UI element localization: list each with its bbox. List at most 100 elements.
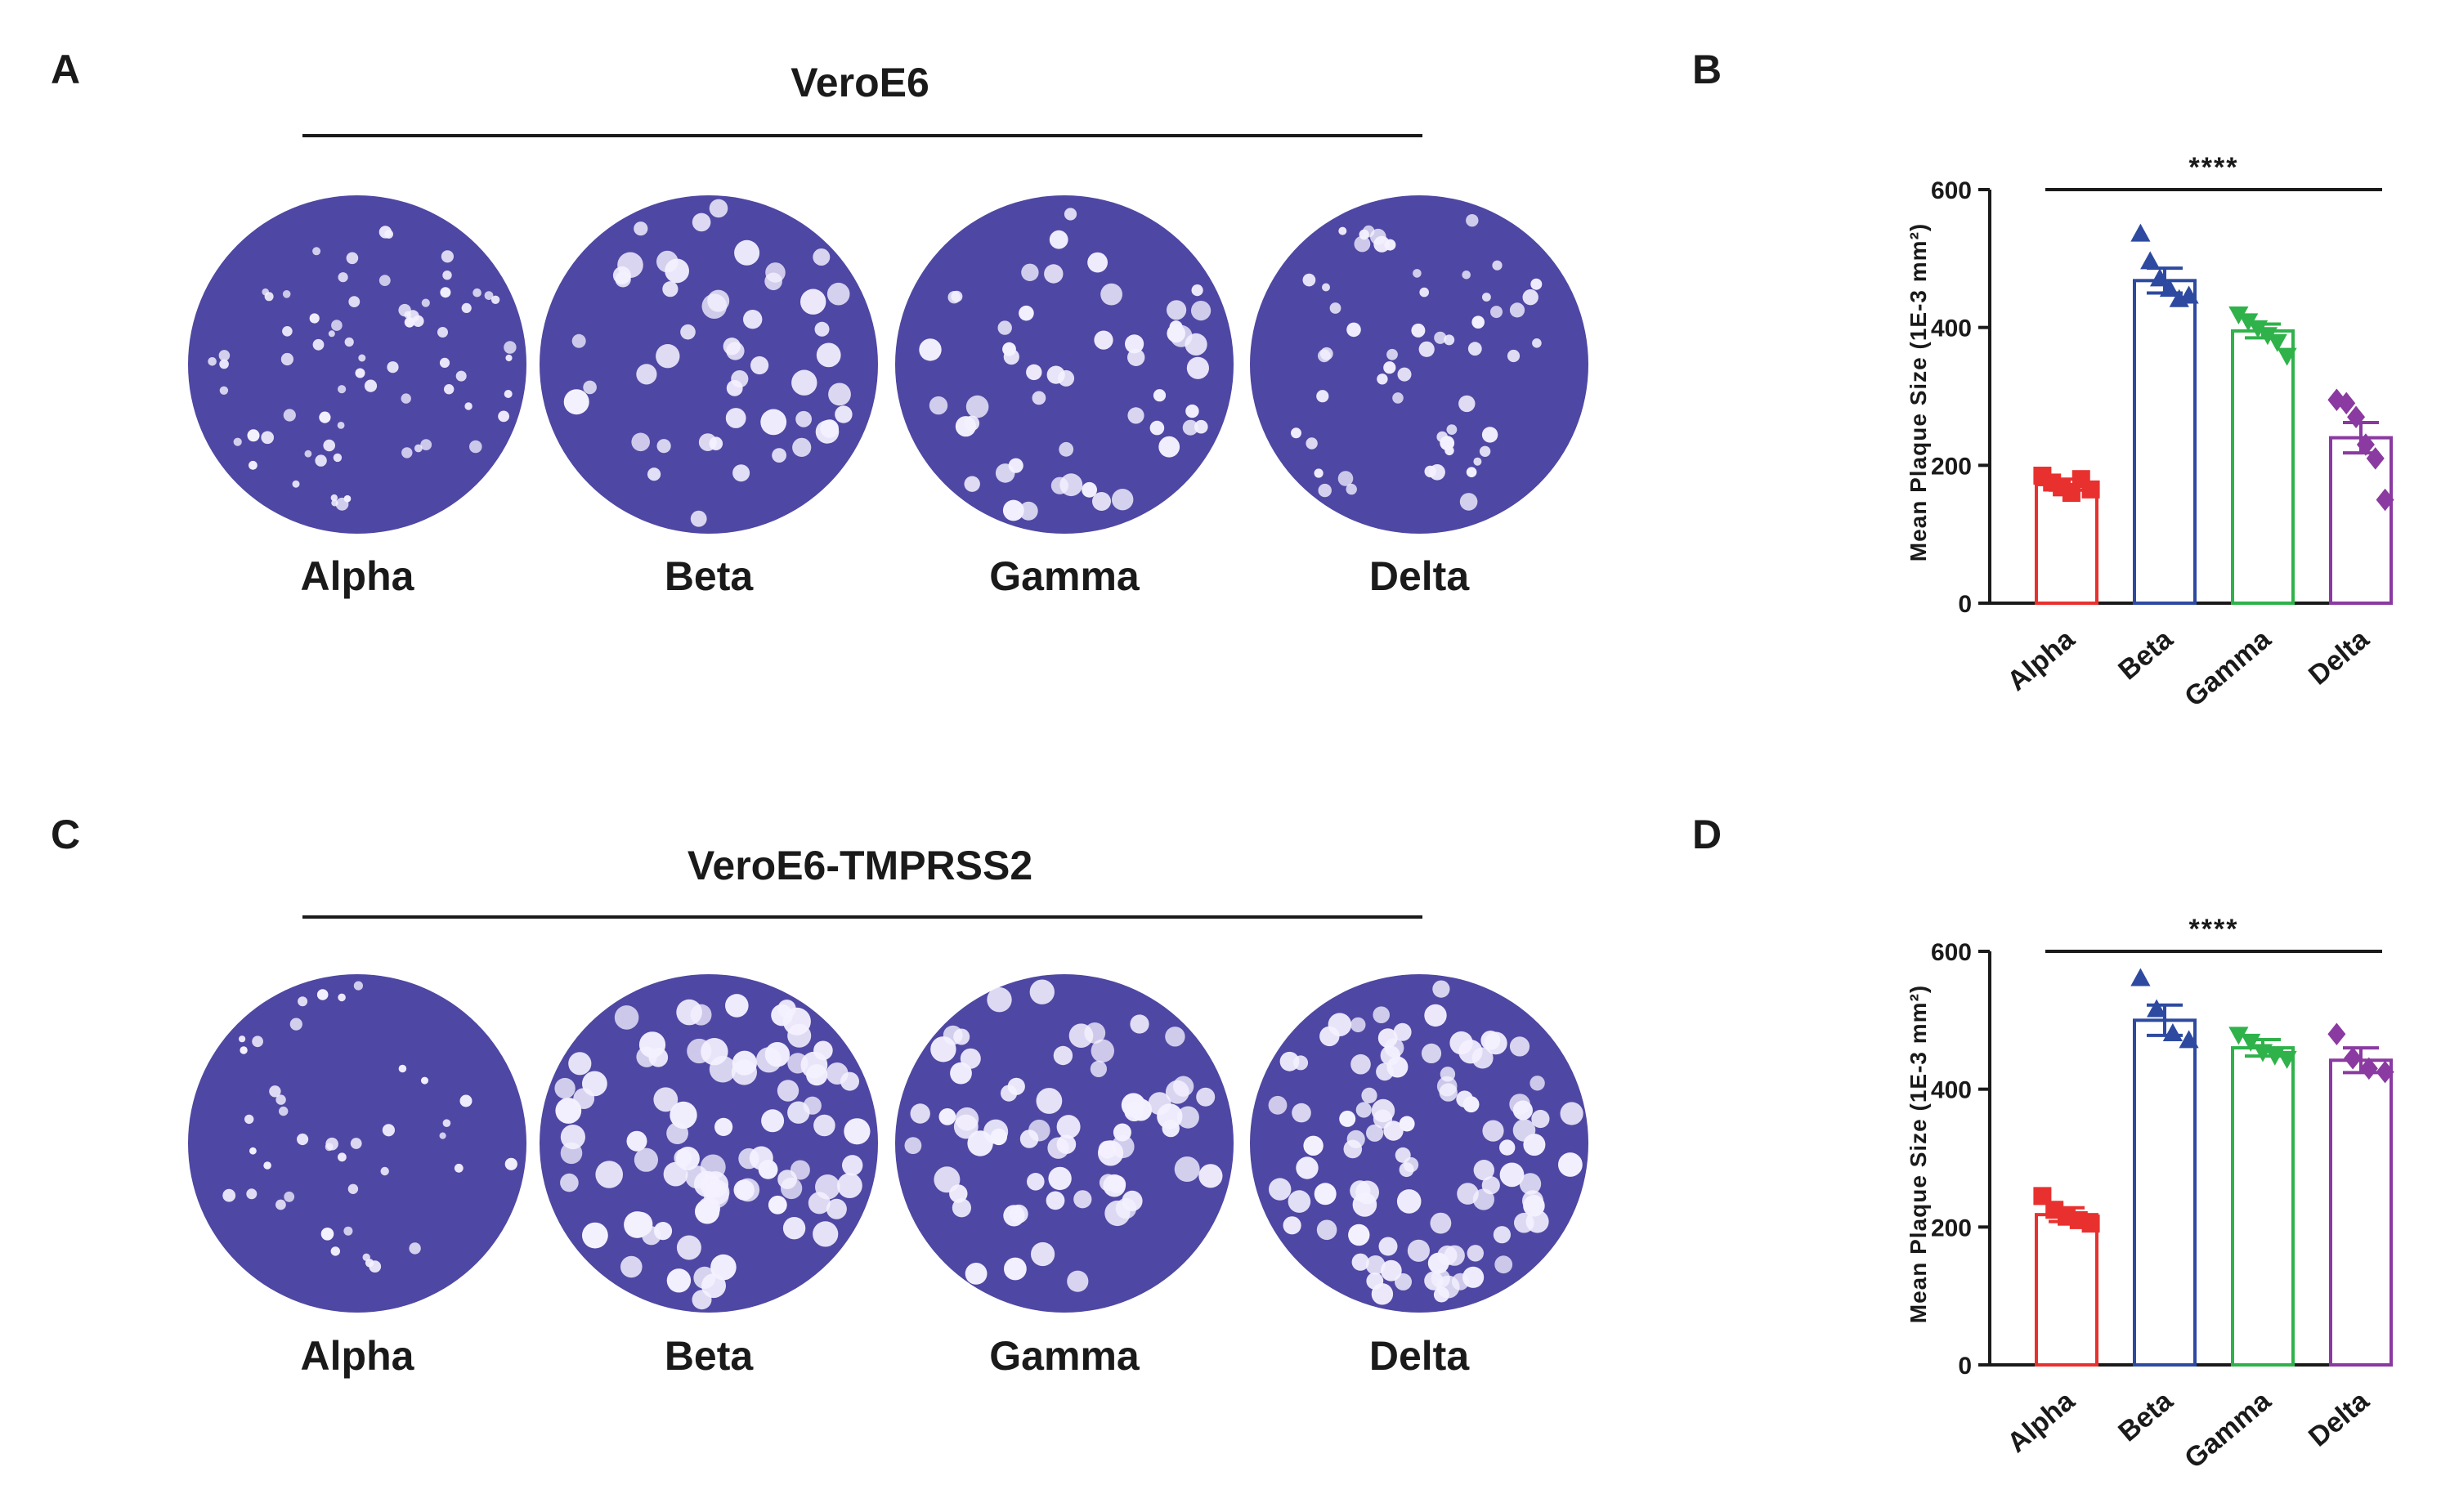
plaque-spot: [347, 1183, 359, 1195]
plaque-spot: [1346, 1130, 1365, 1148]
plaque-spot: [1348, 1223, 1370, 1246]
plaque-spot: [749, 1146, 773, 1170]
panel-c-label-gamma: Gamma: [989, 1333, 1140, 1379]
plaque-spot: [1087, 252, 1108, 273]
plaque-spot: [997, 320, 1012, 335]
x-tick-label-alpha: Alpha: [2001, 623, 2081, 697]
data-point-beta: [2130, 223, 2151, 242]
data-point-beta: [2179, 1030, 2199, 1049]
plaque-spot: [316, 989, 329, 1000]
plaque-spot: [282, 326, 293, 337]
plaque-spot: [733, 1179, 755, 1201]
plaque-spot: [380, 1166, 389, 1176]
plaque-spot: [837, 1173, 862, 1198]
data-point-beta: [2147, 999, 2167, 1018]
plaque-spot: [1056, 1134, 1077, 1154]
plaque-spot: [648, 1048, 669, 1067]
panel-c-label-alpha: Alpha: [301, 1333, 415, 1379]
plaque-spot: [690, 1004, 712, 1026]
plaque-spot: [282, 290, 291, 298]
plaque-spot: [1366, 1124, 1384, 1142]
plaque-spot: [1532, 338, 1542, 348]
plaque-spot: [1165, 1080, 1189, 1104]
plaque-spot: [910, 1103, 930, 1124]
plaque-spot: [955, 1107, 979, 1131]
data-point-delta: [2366, 447, 2385, 470]
plaque-spot: [835, 405, 853, 423]
plaque-dish-alpha: [188, 195, 526, 534]
panel-letter-a: A: [51, 47, 80, 92]
plaque-spot: [1127, 407, 1144, 424]
bar-alpha: [2035, 482, 2098, 605]
plaque-spot: [412, 315, 424, 327]
plaque-spot: [1458, 395, 1476, 413]
plaque-dish-gamma: [895, 195, 1234, 534]
plaque-spot: [459, 1094, 473, 1107]
plaque-spot: [355, 368, 365, 378]
plaque-spot: [709, 199, 728, 218]
plaque-spot: [1314, 468, 1324, 478]
plaque-dish-beta: [540, 195, 878, 534]
plaque-spot: [1050, 476, 1068, 494]
plaque-spot: [1457, 1183, 1479, 1205]
plaque-spot: [820, 419, 839, 438]
plaque-spot: [283, 409, 296, 422]
panel-a-label-delta: Delta: [1369, 553, 1470, 599]
plaque-spot: [1481, 1176, 1500, 1195]
plaque-spot: [338, 993, 346, 1002]
data-point-beta: [2179, 285, 2199, 304]
plaque-spot: [275, 1199, 286, 1210]
plaque-spot: [297, 1133, 309, 1146]
plaque-spot: [965, 1263, 988, 1285]
plaque-spot: [750, 356, 769, 375]
plaque-spot: [1383, 361, 1396, 374]
plaque-spot: [1492, 260, 1503, 271]
y-tick-label: 600: [1931, 939, 1972, 966]
plaque-spot: [904, 1137, 922, 1154]
plaque-spot: [1361, 1087, 1377, 1103]
plaque-spot: [1346, 322, 1361, 338]
plaque-spot: [1064, 208, 1077, 221]
plaque-spot: [338, 1152, 347, 1162]
plaque-spot: [1021, 263, 1039, 281]
plaque-spot: [1462, 1096, 1480, 1113]
plaque-spot: [665, 258, 689, 284]
plaque-spot: [364, 379, 378, 392]
plaque-spot: [1170, 324, 1193, 347]
plaque-spot: [953, 1028, 970, 1045]
plaque-spot: [792, 437, 812, 458]
plaque-spot: [1446, 424, 1458, 435]
plaque-spot: [353, 981, 363, 991]
plaque-spot: [1268, 1095, 1288, 1115]
plaque-spot: [1082, 481, 1097, 498]
plaque-spot: [1019, 1130, 1039, 1148]
plaque-spot: [687, 1038, 712, 1064]
plaque-spot: [732, 464, 750, 482]
plaque-spot: [987, 987, 1012, 1013]
plaque-spot: [1032, 391, 1046, 405]
significance-stars: ****: [2189, 914, 2239, 945]
plaque-spot: [454, 1163, 464, 1173]
y-axis-label: Mean Plaque Size (1E-3 mm²): [1906, 223, 1931, 561]
plaque-spot: [634, 1147, 659, 1172]
plaque-spot: [560, 1125, 586, 1150]
data-point-gamma: [2277, 347, 2297, 366]
plaque-spot: [1507, 349, 1521, 363]
plaque-spot: [338, 385, 347, 394]
plaque-spot: [319, 411, 331, 423]
plaque-spot: [1403, 1156, 1419, 1173]
plaque-spot: [262, 288, 270, 296]
plaque-spot: [247, 429, 260, 442]
plaque-spot: [1432, 980, 1450, 998]
plaque-spot: [1191, 284, 1203, 297]
plaque-spot: [1004, 1257, 1027, 1281]
plaque-spot: [401, 393, 411, 404]
panel-letter-c: C: [51, 812, 80, 857]
plaque-spot: [787, 1101, 810, 1124]
plaque-spot: [929, 396, 948, 415]
plaque-spot: [777, 1080, 799, 1102]
plaque-spot: [1494, 1255, 1513, 1274]
plaque-spot: [768, 1195, 787, 1215]
plaque-spot: [1130, 1014, 1149, 1034]
